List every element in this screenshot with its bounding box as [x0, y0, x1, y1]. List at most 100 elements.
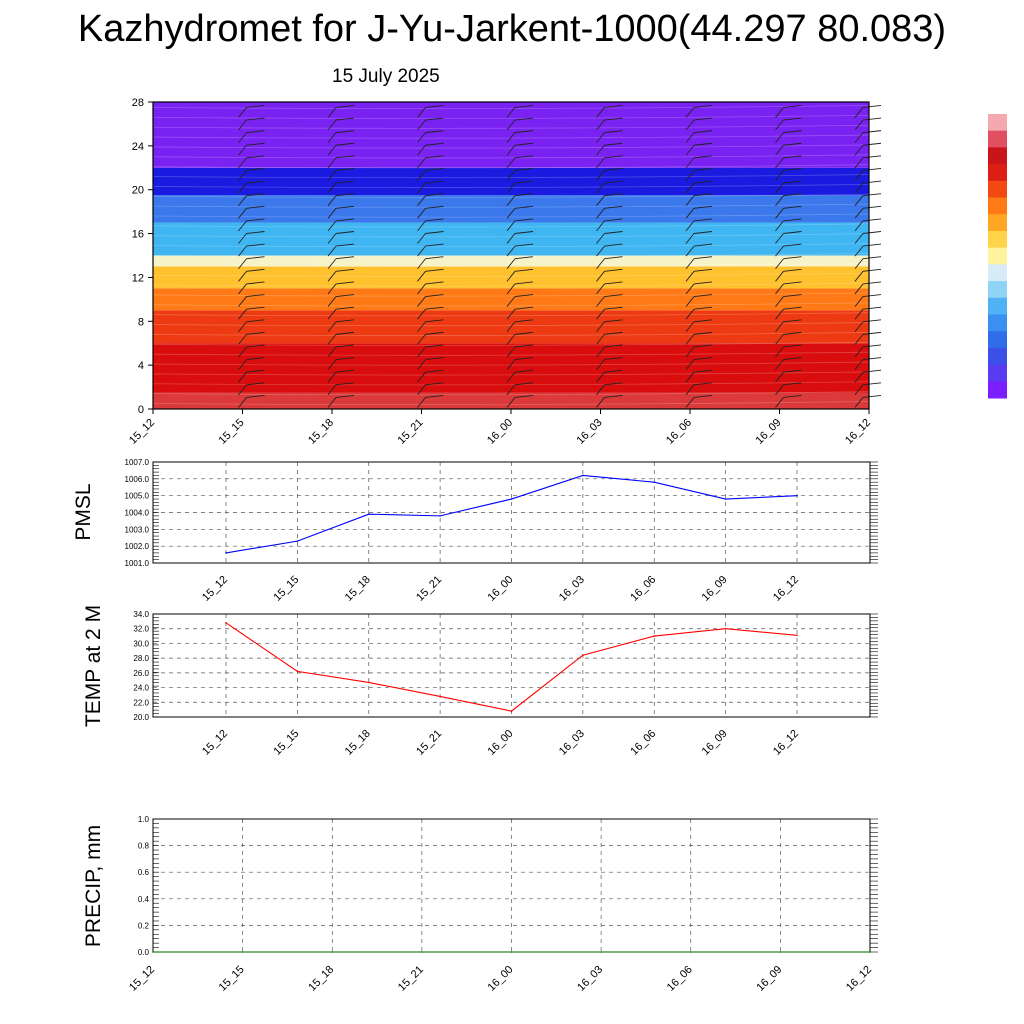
wind-barb	[685, 371, 695, 383]
wind-barb-flag	[693, 394, 713, 398]
wind-barb-flag	[425, 117, 444, 121]
wind-barb-flag	[862, 168, 882, 171]
wind-barb-flag	[862, 394, 882, 398]
wind-barb	[238, 308, 247, 320]
wind-barb	[685, 170, 695, 181]
wind-barb	[238, 182, 247, 194]
wind-barb-flag	[335, 369, 355, 373]
y-axis-label: PRECIP, mm	[82, 825, 105, 947]
wind-barb	[775, 195, 784, 206]
wind-barb-flag	[425, 369, 444, 373]
wind-barb-flag	[425, 205, 444, 209]
y-tick-label: 0.0	[138, 948, 150, 957]
wind-barb-flag	[514, 104, 534, 108]
wind-barb	[506, 182, 516, 194]
wind-barb-flag	[514, 168, 534, 171]
x-tick-label: 15_18	[343, 728, 373, 758]
wind-barb-flag	[604, 369, 623, 373]
wind-barb	[417, 132, 426, 143]
wind-barb-flag	[514, 306, 534, 310]
colorbar-segment	[988, 197, 1007, 215]
wind-barb-flag	[514, 193, 534, 197]
contour-line	[152, 213, 870, 218]
wind-barb	[596, 283, 605, 295]
x-tick-label: 15_12	[127, 964, 157, 994]
data-point	[241, 951, 244, 953]
y-tick-label: 16	[132, 229, 144, 241]
wind-barb-flag	[783, 331, 802, 335]
wind-barb	[854, 271, 864, 282]
wind-barb-flag	[335, 281, 355, 285]
wind-barb	[506, 245, 516, 257]
wind-barb-flag	[425, 104, 444, 108]
colorbar-segment	[988, 147, 1007, 165]
wind-barb-flag	[604, 331, 623, 335]
wind-barb-flag	[246, 382, 265, 386]
x-tick-label: 16_06	[665, 964, 695, 994]
wind-barb-flag	[425, 142, 444, 146]
x-tick-label: 15_18	[306, 964, 336, 994]
wind-barb	[854, 220, 864, 232]
heatmap-layer	[153, 255, 869, 267]
data-point	[724, 627, 727, 630]
wind-barb-flag	[246, 193, 265, 197]
wind-barb	[327, 308, 337, 320]
wind-barb	[417, 245, 426, 257]
wind-barb-flag	[604, 218, 623, 222]
wind-barb	[775, 397, 784, 408]
wind-barb-flag	[514, 394, 534, 398]
wind-barb-flag	[604, 205, 623, 209]
wind-barb-flag	[514, 130, 534, 134]
wind-barb	[506, 308, 516, 320]
wind-barb-flag	[604, 268, 623, 272]
wind-barb	[685, 195, 695, 206]
wind-barb-flag	[246, 369, 265, 373]
wind-barb-flag	[783, 306, 802, 310]
wind-barb	[238, 258, 247, 270]
wind-barb-flag	[604, 319, 623, 323]
wind-barb	[685, 245, 695, 257]
y-tick-label: 30.0	[133, 639, 149, 648]
wind-barb	[596, 258, 605, 270]
wind-barb	[506, 157, 516, 169]
wind-barb	[854, 321, 864, 333]
x-tick-label: 16_09	[700, 574, 730, 604]
wind-barb-flag	[862, 281, 882, 285]
contour-line	[152, 371, 870, 376]
wind-barb	[775, 245, 784, 257]
wind-barb-flag	[514, 205, 534, 209]
wind-barb-flag	[783, 180, 802, 184]
wind-barb-flag	[693, 344, 713, 348]
wind-barb-flag	[514, 180, 534, 184]
wind-barb-flag	[425, 256, 444, 260]
wind-barb	[685, 144, 695, 156]
wind-barb-flag	[862, 369, 882, 373]
wind-barb-flag	[246, 180, 265, 184]
wind-barb-flag	[862, 344, 882, 348]
data-point	[796, 634, 798, 637]
wind-barb-flag	[862, 243, 882, 247]
wind-barb-flag	[604, 243, 623, 247]
wind-barb-flag	[862, 331, 882, 335]
wind-barb	[327, 258, 337, 270]
wind-barb	[238, 107, 247, 118]
wind-barb-flag	[335, 205, 355, 209]
colorbar-segment	[988, 180, 1007, 199]
wind-barb-flag	[514, 369, 534, 373]
wind-barb-flag	[514, 294, 534, 297]
colorbar-segment	[988, 347, 1007, 366]
wind-barb-flag	[783, 344, 802, 348]
colorbar-segment	[988, 314, 1007, 332]
wind-barb	[417, 296, 426, 307]
wind-barb-flag	[604, 357, 623, 361]
wind-barb-flag	[604, 104, 623, 108]
wind-barb-flag	[335, 142, 355, 146]
wind-barb	[596, 359, 605, 370]
wind-barb-flag	[693, 205, 713, 209]
wind-barb-flag	[425, 130, 444, 134]
wind-barb	[775, 308, 784, 320]
wind-barb	[775, 157, 784, 169]
wind-barb	[506, 346, 516, 358]
wind-barb	[327, 245, 337, 257]
wind-barb-flag	[604, 306, 623, 310]
